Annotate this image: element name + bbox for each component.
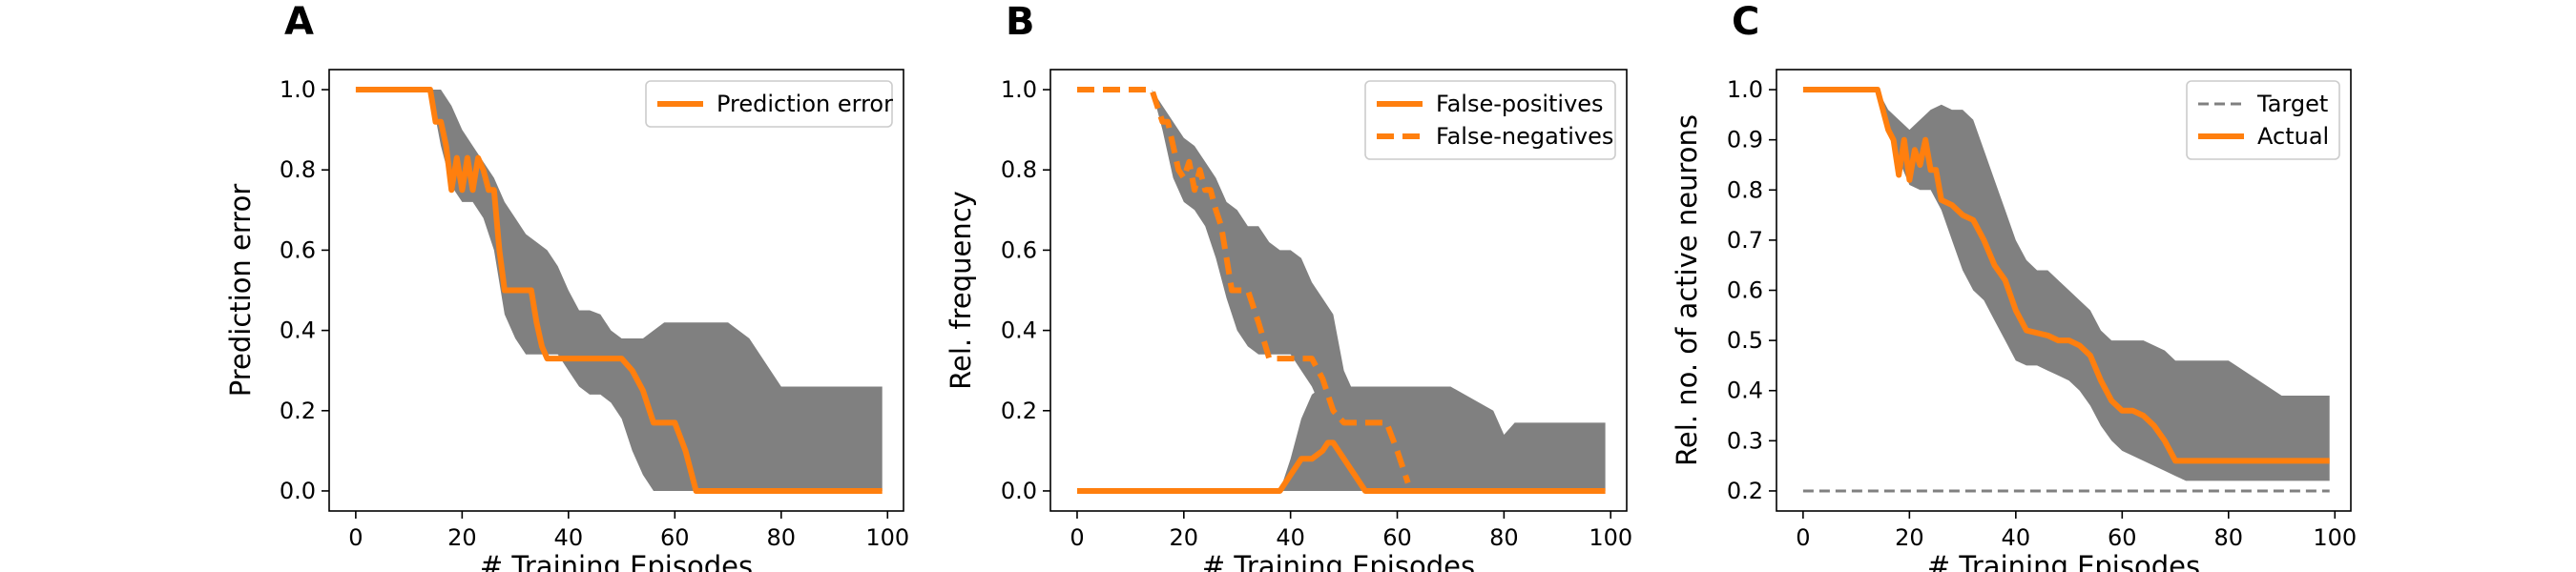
x-tick-label: 20: [1170, 524, 1199, 551]
y-tick-label: 0.0: [280, 478, 316, 504]
x-tick-label: 80: [767, 524, 797, 551]
legend: False-positives False-negatives: [1364, 80, 1616, 160]
legend-prediction-error-label: Prediction error: [717, 91, 893, 117]
y-tick-label: 0.6: [280, 236, 316, 263]
y-tick-label: 1.0: [1727, 76, 1763, 103]
y-tick-label: 0.4: [1727, 378, 1763, 404]
spread-band: [1802, 90, 2330, 481]
x-tick-label: 100: [2313, 524, 2357, 551]
y-tick-label: 0.8: [1727, 176, 1763, 203]
x-tick-label: 60: [660, 524, 690, 551]
x-axis-label: # Training Episodes: [480, 550, 753, 572]
legend-box: [645, 80, 893, 128]
y-tick-label: 1.0: [280, 76, 316, 103]
legend-target-label: Target: [2256, 91, 2328, 117]
y-tick-label: 0.4: [280, 317, 316, 344]
y-tick-label: 0.2: [280, 398, 316, 424]
x-tick-label: 0: [1796, 524, 1810, 551]
axes-frame: [1049, 69, 1628, 512]
legend-box: [2186, 80, 2340, 160]
series-line-actual: [1802, 87, 2330, 464]
panel-letter: C: [1732, 0, 1759, 44]
series-line-false-negatives: [1077, 87, 1411, 484]
y-tick-label: 0.2: [1727, 478, 1763, 504]
y-tick-label: 0.6: [1727, 277, 1763, 304]
x-tick-label: 0: [348, 524, 363, 551]
x-tick-label: 20: [447, 524, 477, 551]
spread-band: [1279, 386, 1606, 491]
y-tick-label: 0.0: [1001, 478, 1037, 504]
x-tick-label: 40: [1276, 524, 1305, 551]
series-line-prediction-error: [355, 87, 883, 494]
legend-false-negatives-label: False-negatives: [1436, 123, 1613, 150]
y-axis-label: Rel. no. of active neurons: [1671, 114, 1703, 466]
x-tick-label: 40: [2002, 524, 2031, 551]
x-tick-label: 80: [1489, 524, 1519, 551]
legend: Prediction error: [645, 80, 893, 128]
legend-actual-label: Actual: [2257, 123, 2329, 150]
x-tick-label: 100: [1589, 524, 1632, 551]
x-tick-label: 0: [1070, 524, 1084, 551]
y-tick-label: 1.0: [1001, 76, 1037, 103]
panel-b: 0 20 40 60 80 100 0.0 0.2 0.4 0.6 0.8 1.0 # Training…: [945, 0, 1632, 572]
y-tick-label: 0.8: [280, 156, 316, 183]
panel-letter: A: [284, 0, 314, 44]
y-tick-label: 0.5: [1727, 327, 1763, 354]
x-tick-label: 40: [554, 524, 584, 551]
panel-a: 0 20 40 60 80 100 0.0 0.2 0.4 0.6 0.8 1.0 # Training…: [224, 0, 909, 572]
series-line-false-positives: [1077, 439, 1606, 494]
legend-box: [1364, 80, 1616, 160]
x-tick-label: 60: [1382, 524, 1412, 551]
axes-frame: [328, 69, 904, 512]
y-tick-label: 0.9: [1727, 127, 1763, 153]
y-tick-label: 0.7: [1727, 227, 1763, 254]
y-tick-label: 0.3: [1727, 427, 1763, 454]
x-axis-label: # Training Episodes: [1927, 550, 2200, 572]
y-tick-label: 0.2: [1001, 398, 1037, 424]
y-tick-label: 0.6: [1001, 236, 1037, 263]
spread-band: [355, 90, 883, 491]
x-tick-label: 80: [2214, 524, 2244, 551]
x-tick-label: 20: [1895, 524, 1924, 551]
panel-letter: B: [1006, 0, 1035, 44]
x-tick-label: 60: [2108, 524, 2137, 551]
y-tick-label: 0.8: [1001, 156, 1037, 183]
x-axis-label: # Training Episodes: [1202, 550, 1475, 572]
legend: Target Actual: [2186, 80, 2340, 160]
y-axis-label: Rel. frequency: [945, 191, 977, 390]
y-axis-label: Prediction error: [224, 184, 257, 398]
panel-c: 0 20 40 60 80 100 0.2 0.3 0.4 0.5 0.6 0.7 0.8 0.9 1.0 #…: [1671, 0, 2357, 572]
x-tick-label: 100: [865, 524, 909, 551]
y-tick-label: 0.4: [1001, 317, 1037, 344]
legend-false-positives-label: False-positives: [1436, 91, 1604, 117]
